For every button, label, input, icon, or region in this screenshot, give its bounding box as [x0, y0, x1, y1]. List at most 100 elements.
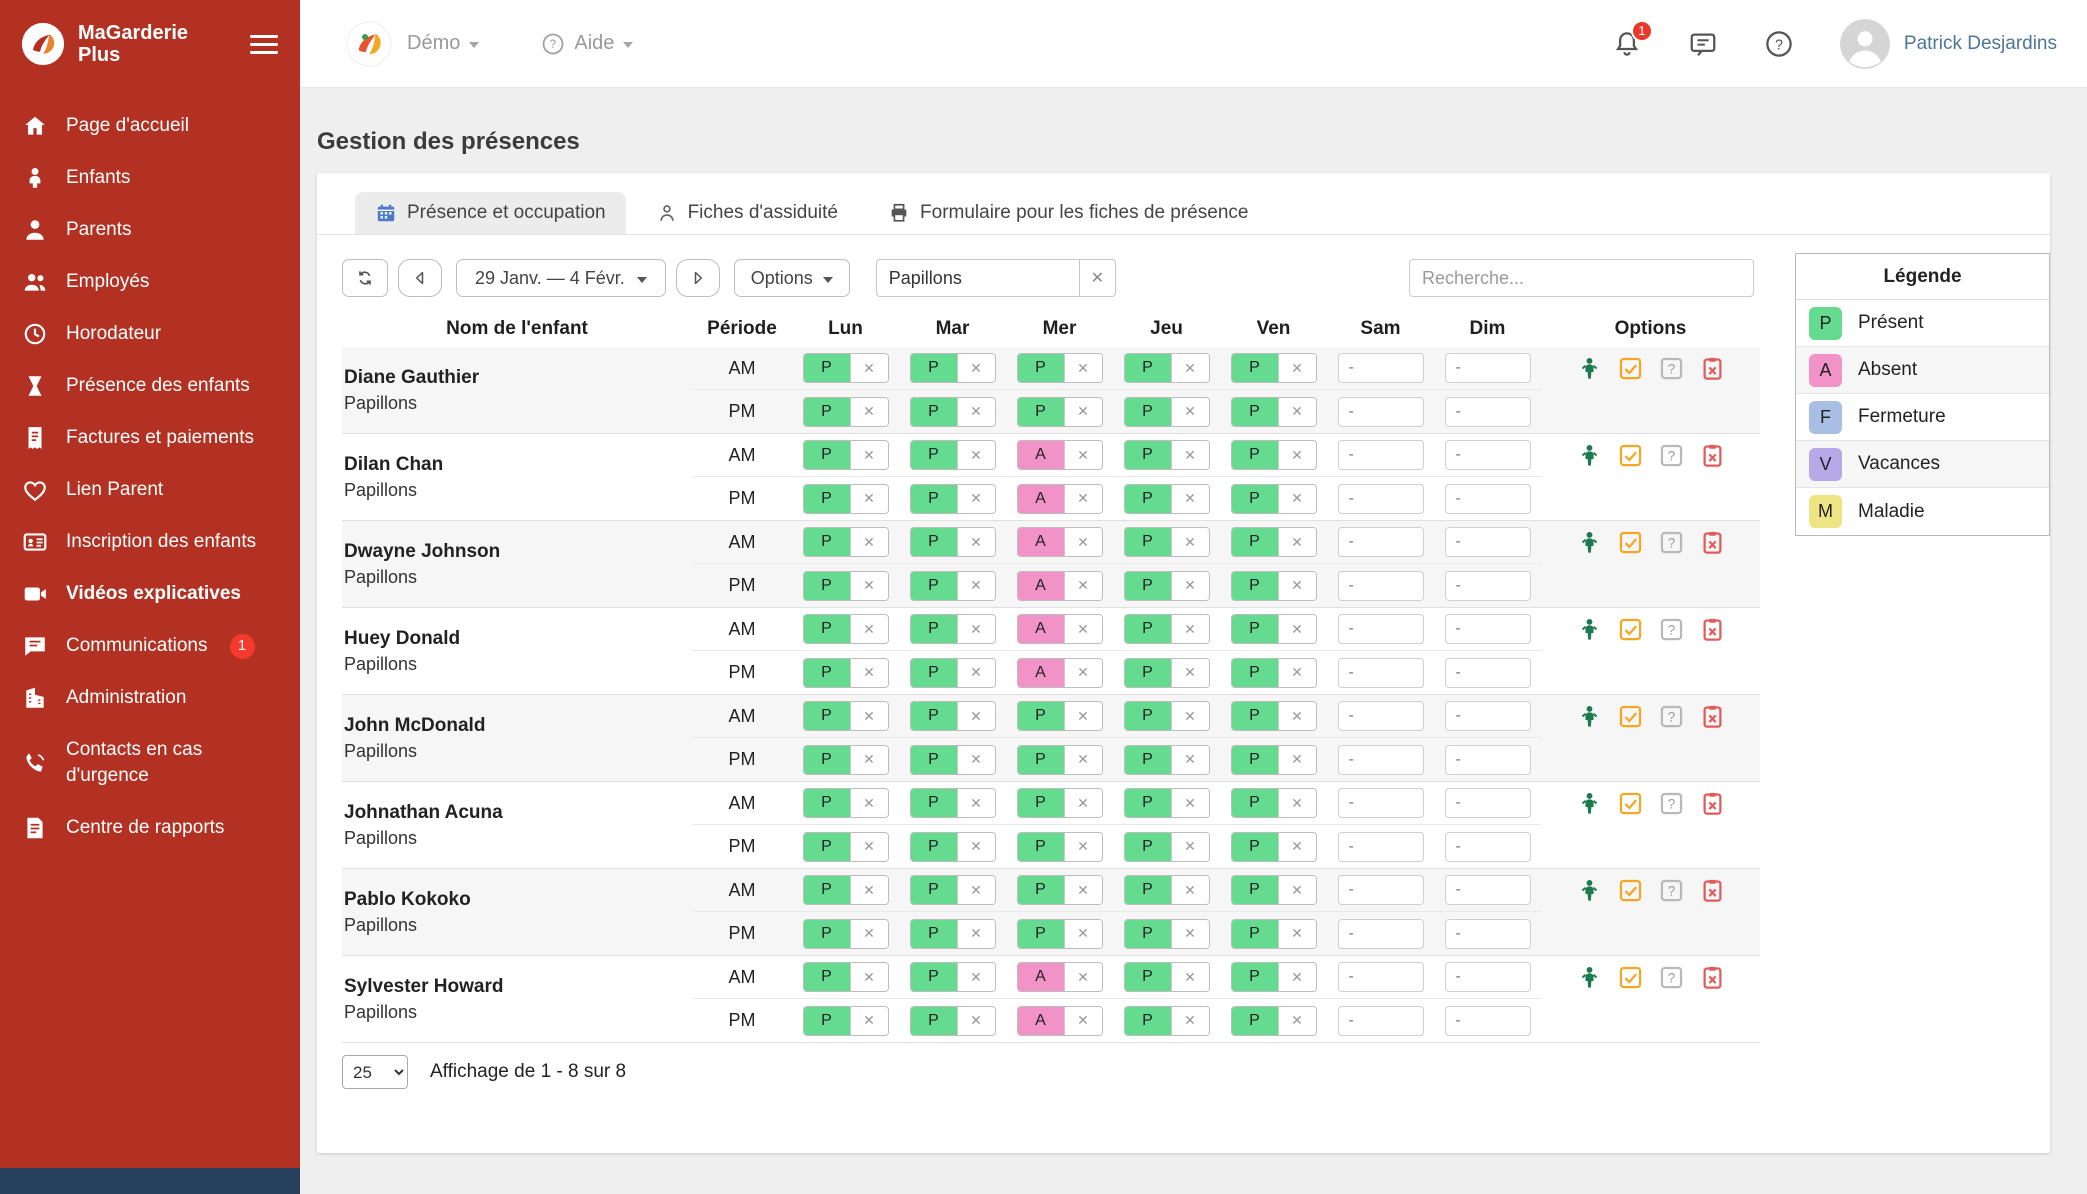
- status-value-p[interactable]: P: [1018, 354, 1064, 382]
- status-value-p[interactable]: P: [911, 833, 957, 861]
- empty-attendance-cell[interactable]: -: [1338, 701, 1424, 731]
- sidebar-item-enfants[interactable]: Enfants: [0, 152, 300, 204]
- status-value-p[interactable]: P: [911, 398, 957, 426]
- status-value-p[interactable]: P: [1018, 702, 1064, 730]
- clear-status-icon[interactable]: ✕: [957, 528, 995, 556]
- empty-attendance-cell[interactable]: -: [1445, 440, 1531, 470]
- clear-filter-icon[interactable]: ✕: [1079, 260, 1115, 296]
- clear-status-icon[interactable]: ✕: [850, 528, 888, 556]
- status-value-p[interactable]: P: [1232, 833, 1278, 861]
- status-value-p[interactable]: P: [1018, 920, 1064, 948]
- status-value-p[interactable]: P: [911, 572, 957, 600]
- status-value-p[interactable]: P: [1232, 441, 1278, 469]
- status-value-p[interactable]: P: [911, 876, 957, 904]
- clear-status-icon[interactable]: ✕: [1064, 354, 1102, 382]
- clear-status-icon[interactable]: ✕: [1278, 485, 1316, 513]
- status-value-p[interactable]: P: [1125, 876, 1171, 904]
- status-value-p[interactable]: P: [1125, 398, 1171, 426]
- empty-attendance-cell[interactable]: -: [1338, 788, 1424, 818]
- status-value-p[interactable]: P: [1125, 833, 1171, 861]
- status-value-p[interactable]: P: [804, 833, 850, 861]
- attendance-check-icon[interactable]: [1617, 964, 1644, 991]
- clear-status-icon[interactable]: ✕: [1278, 746, 1316, 774]
- sidebar-item-présence-des-enfants[interactable]: Présence des enfants: [0, 360, 300, 412]
- empty-attendance-cell[interactable]: -: [1338, 745, 1424, 775]
- clear-status-icon[interactable]: ✕: [1278, 572, 1316, 600]
- sidebar-item-contacts-en-cas-d-urgence[interactable]: Contacts en cas d'urgence: [0, 724, 300, 802]
- question-icon[interactable]: ?: [1658, 442, 1685, 469]
- empty-attendance-cell[interactable]: -: [1445, 962, 1531, 992]
- clear-status-icon[interactable]: ✕: [1064, 659, 1102, 687]
- previous-week-button[interactable]: [398, 259, 442, 297]
- attendance-check-icon[interactable]: [1617, 529, 1644, 556]
- status-value-p[interactable]: P: [1018, 398, 1064, 426]
- status-value-p[interactable]: P: [911, 354, 957, 382]
- status-value-a[interactable]: A: [1018, 441, 1064, 469]
- status-value-p[interactable]: P: [1125, 702, 1171, 730]
- clear-status-icon[interactable]: ✕: [1171, 354, 1209, 382]
- clear-status-icon[interactable]: ✕: [957, 963, 995, 991]
- status-value-p[interactable]: P: [1232, 920, 1278, 948]
- clear-status-icon[interactable]: ✕: [1064, 441, 1102, 469]
- status-value-p[interactable]: P: [804, 702, 850, 730]
- status-value-p[interactable]: P: [1232, 398, 1278, 426]
- clear-status-icon[interactable]: ✕: [957, 572, 995, 600]
- empty-attendance-cell[interactable]: -: [1445, 788, 1531, 818]
- next-week-button[interactable]: [676, 259, 720, 297]
- clear-status-icon[interactable]: ✕: [850, 1007, 888, 1035]
- sidebar-item-inscription-des-enfants[interactable]: Inscription des enfants: [0, 516, 300, 568]
- empty-attendance-cell[interactable]: -: [1338, 962, 1424, 992]
- status-value-p[interactable]: P: [911, 963, 957, 991]
- clear-status-icon[interactable]: ✕: [1171, 833, 1209, 861]
- clear-status-icon[interactable]: ✕: [1171, 398, 1209, 426]
- empty-attendance-cell[interactable]: -: [1338, 397, 1424, 427]
- empty-attendance-cell[interactable]: -: [1338, 527, 1424, 557]
- status-value-p[interactable]: P: [1125, 441, 1171, 469]
- attendance-check-icon[interactable]: [1617, 616, 1644, 643]
- clear-status-icon[interactable]: ✕: [1064, 746, 1102, 774]
- clear-status-icon[interactable]: ✕: [1278, 441, 1316, 469]
- clear-status-icon[interactable]: ✕: [1171, 659, 1209, 687]
- status-value-a[interactable]: A: [1018, 963, 1064, 991]
- clear-status-icon[interactable]: ✕: [957, 485, 995, 513]
- status-value-p[interactable]: P: [804, 398, 850, 426]
- clear-status-icon[interactable]: ✕: [1171, 1007, 1209, 1035]
- clear-status-icon[interactable]: ✕: [957, 833, 995, 861]
- empty-attendance-cell[interactable]: -: [1338, 614, 1424, 644]
- occupancy-icon[interactable]: [1576, 964, 1603, 991]
- status-value-p[interactable]: P: [1125, 528, 1171, 556]
- attendance-check-icon[interactable]: [1617, 703, 1644, 730]
- status-value-a[interactable]: A: [1018, 572, 1064, 600]
- tab-formulaire-pour-les-fiches-de-présence[interactable]: Formulaire pour les fiches de présence: [868, 192, 1268, 234]
- clear-status-icon[interactable]: ✕: [1171, 441, 1209, 469]
- attendance-check-icon[interactable]: [1617, 790, 1644, 817]
- status-value-a[interactable]: A: [1018, 615, 1064, 643]
- status-value-p[interactable]: P: [804, 615, 850, 643]
- status-value-p[interactable]: P: [804, 920, 850, 948]
- status-value-p[interactable]: P: [804, 528, 850, 556]
- question-icon[interactable]: ?: [1658, 616, 1685, 643]
- question-icon[interactable]: ?: [1658, 790, 1685, 817]
- status-value-p[interactable]: P: [1232, 528, 1278, 556]
- clear-status-icon[interactable]: ✕: [850, 789, 888, 817]
- clear-status-icon[interactable]: ✕: [1278, 963, 1316, 991]
- question-icon[interactable]: ?: [1658, 355, 1685, 382]
- occupancy-icon[interactable]: [1576, 529, 1603, 556]
- clear-status-icon[interactable]: ✕: [1278, 615, 1316, 643]
- messages-button[interactable]: [1688, 29, 1718, 59]
- delete-icon[interactable]: [1699, 877, 1726, 904]
- clear-status-icon[interactable]: ✕: [1171, 572, 1209, 600]
- clear-status-icon[interactable]: ✕: [957, 702, 995, 730]
- clear-status-icon[interactable]: ✕: [850, 398, 888, 426]
- attendance-check-icon[interactable]: [1617, 442, 1644, 469]
- sidebar-item-vidéos-explicatives[interactable]: Vidéos explicatives: [0, 568, 300, 620]
- notifications-button[interactable]: 1: [1612, 29, 1642, 59]
- occupancy-icon[interactable]: [1576, 877, 1603, 904]
- status-value-p[interactable]: P: [1125, 354, 1171, 382]
- sidebar-item-parents[interactable]: Parents: [0, 204, 300, 256]
- sidebar-item-centre-de-rapports[interactable]: Centre de rapports: [0, 802, 300, 854]
- status-value-p[interactable]: P: [1125, 659, 1171, 687]
- empty-attendance-cell[interactable]: -: [1445, 875, 1531, 905]
- refresh-button[interactable]: [342, 259, 388, 297]
- status-value-a[interactable]: A: [1018, 659, 1064, 687]
